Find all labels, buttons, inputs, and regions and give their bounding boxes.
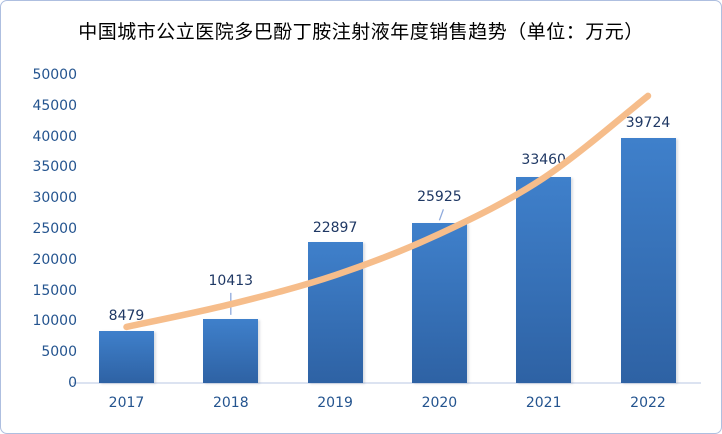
y-axis-tick-label: 20000 [32, 251, 77, 268]
y-axis-tick-label: 45000 [32, 97, 77, 114]
data-label: 10413 [208, 272, 254, 289]
label-leader-line [438, 209, 445, 221]
chart-title: 中国城市公立医院多巴酚丁胺注射液年度销售趋势（单位：万元） [78, 21, 644, 43]
data-label: 8479 [108, 307, 145, 324]
x-axis-label: 2022 [630, 395, 666, 411]
data-label: 39724 [625, 115, 671, 132]
y-axis-tick-label: 25000 [32, 221, 77, 237]
y-axis-tick-label: 0 [68, 375, 77, 391]
data-label: 22897 [312, 219, 358, 236]
bar-2018 [203, 318, 259, 383]
bar-2017 [99, 330, 154, 383]
bar-2020 [411, 223, 467, 383]
y-axis-tick-label: 40000 [32, 128, 77, 145]
bar-2022 [620, 138, 676, 383]
y-axis-tick-label: 10000 [32, 313, 77, 330]
bar-2021 [516, 176, 572, 383]
data-label: 25925 [417, 189, 462, 206]
x-axis-label: 2017 [108, 395, 145, 411]
x-axis-label: 2019 [317, 395, 353, 411]
x-axis-label: 2020 [421, 395, 458, 411]
x-axis-label: 2018 [212, 395, 249, 411]
y-axis-tick-label: 30000 [32, 190, 77, 207]
y-axis-tick-label: 5000 [41, 344, 77, 361]
x-axis-line [73, 382, 701, 384]
x-axis-label: 2021 [525, 395, 562, 411]
y-axis-tick-label: 15000 [32, 282, 77, 299]
y-axis-tick-label: 35000 [32, 159, 77, 176]
bar-2019 [307, 241, 363, 383]
y-axis-tick-label: 50000 [32, 67, 77, 83]
data-label: 33460 [521, 151, 566, 168]
